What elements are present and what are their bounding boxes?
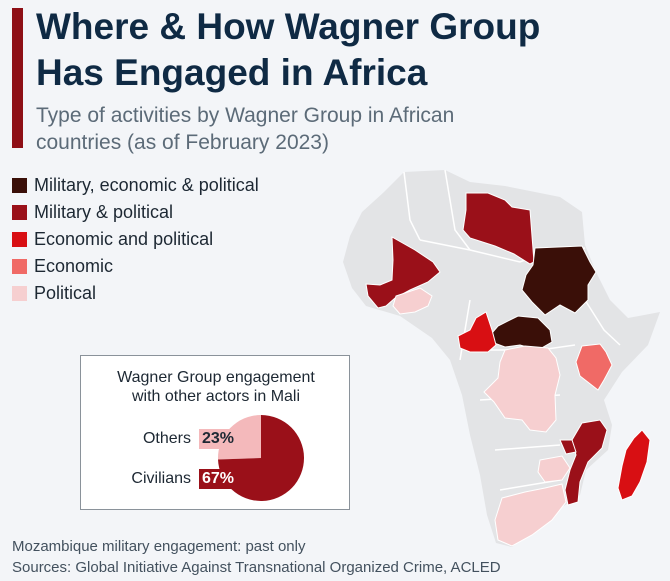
legend-item: Military & political [12, 199, 259, 226]
country-mozambique [564, 419, 608, 506]
country-malawi-tint [559, 439, 577, 455]
footer-sources: Sources: Global Initiative Against Trans… [12, 559, 501, 576]
legend-label: Military & political [34, 202, 174, 222]
pie-label-civilians: Civilians [131, 470, 191, 487]
country-mali [365, 236, 441, 309]
country-cameroon [457, 311, 497, 353]
subtitle-line-1: Type of activities by Wagner Group in Af… [36, 104, 455, 127]
title-line-1: Where & How Wagner Group [36, 6, 541, 47]
pie-value-others: 23% [199, 429, 238, 449]
legend-label: Political [34, 283, 97, 303]
legend-swatch [12, 178, 27, 193]
legend-swatch [12, 286, 27, 301]
country-dr-congo [483, 345, 561, 433]
legend-label: Economic and political [34, 229, 214, 249]
legend-item: Economic [12, 253, 259, 280]
legend-item: Political [12, 280, 259, 307]
pie-label-others: Others [142, 430, 191, 447]
legend-label: Economic [34, 256, 114, 276]
chart-title: Where & How Wagner Group Has Engaged in … [36, 4, 656, 96]
subtitle-line-2: countries (as of February 2023) [36, 131, 329, 154]
chart-subtitle: Type of activities by Wagner Group in Af… [36, 102, 596, 156]
country-kenya [575, 343, 613, 391]
country-sudan [521, 245, 597, 316]
pie-value-civilians: 67% [199, 469, 238, 489]
footer-note: Mozambique military engagement: past onl… [12, 538, 306, 555]
title-line-2: Has Engaged in Africa [36, 52, 428, 93]
mali-inset-title: Wagner Group engagement with other actor… [81, 368, 351, 406]
country-burkina-faso [392, 287, 433, 315]
legend-label: Military, economic & political [34, 175, 259, 195]
accent-bar [12, 8, 23, 148]
country-libya [462, 192, 535, 265]
legend-swatch [12, 232, 27, 247]
pie-slice-civilians [218, 415, 304, 501]
country-south-africa [494, 483, 567, 547]
mali-engagement-inset: Wagner Group engagement with other actor… [80, 355, 350, 510]
legend-swatch [12, 205, 27, 220]
legend-item: Economic and political [12, 226, 259, 253]
legend: Military, economic & political Military … [12, 172, 259, 307]
country-car [485, 315, 553, 351]
legend-item: Military, economic & political [12, 172, 259, 199]
mali-inset-title-line-2: with other actors in Mali [131, 388, 301, 405]
mali-inset-title-line-1: Wagner Group engagement [117, 369, 315, 386]
country-madagascar [617, 429, 651, 501]
legend-swatch [12, 259, 27, 274]
country-zimbabwe [537, 455, 571, 483]
